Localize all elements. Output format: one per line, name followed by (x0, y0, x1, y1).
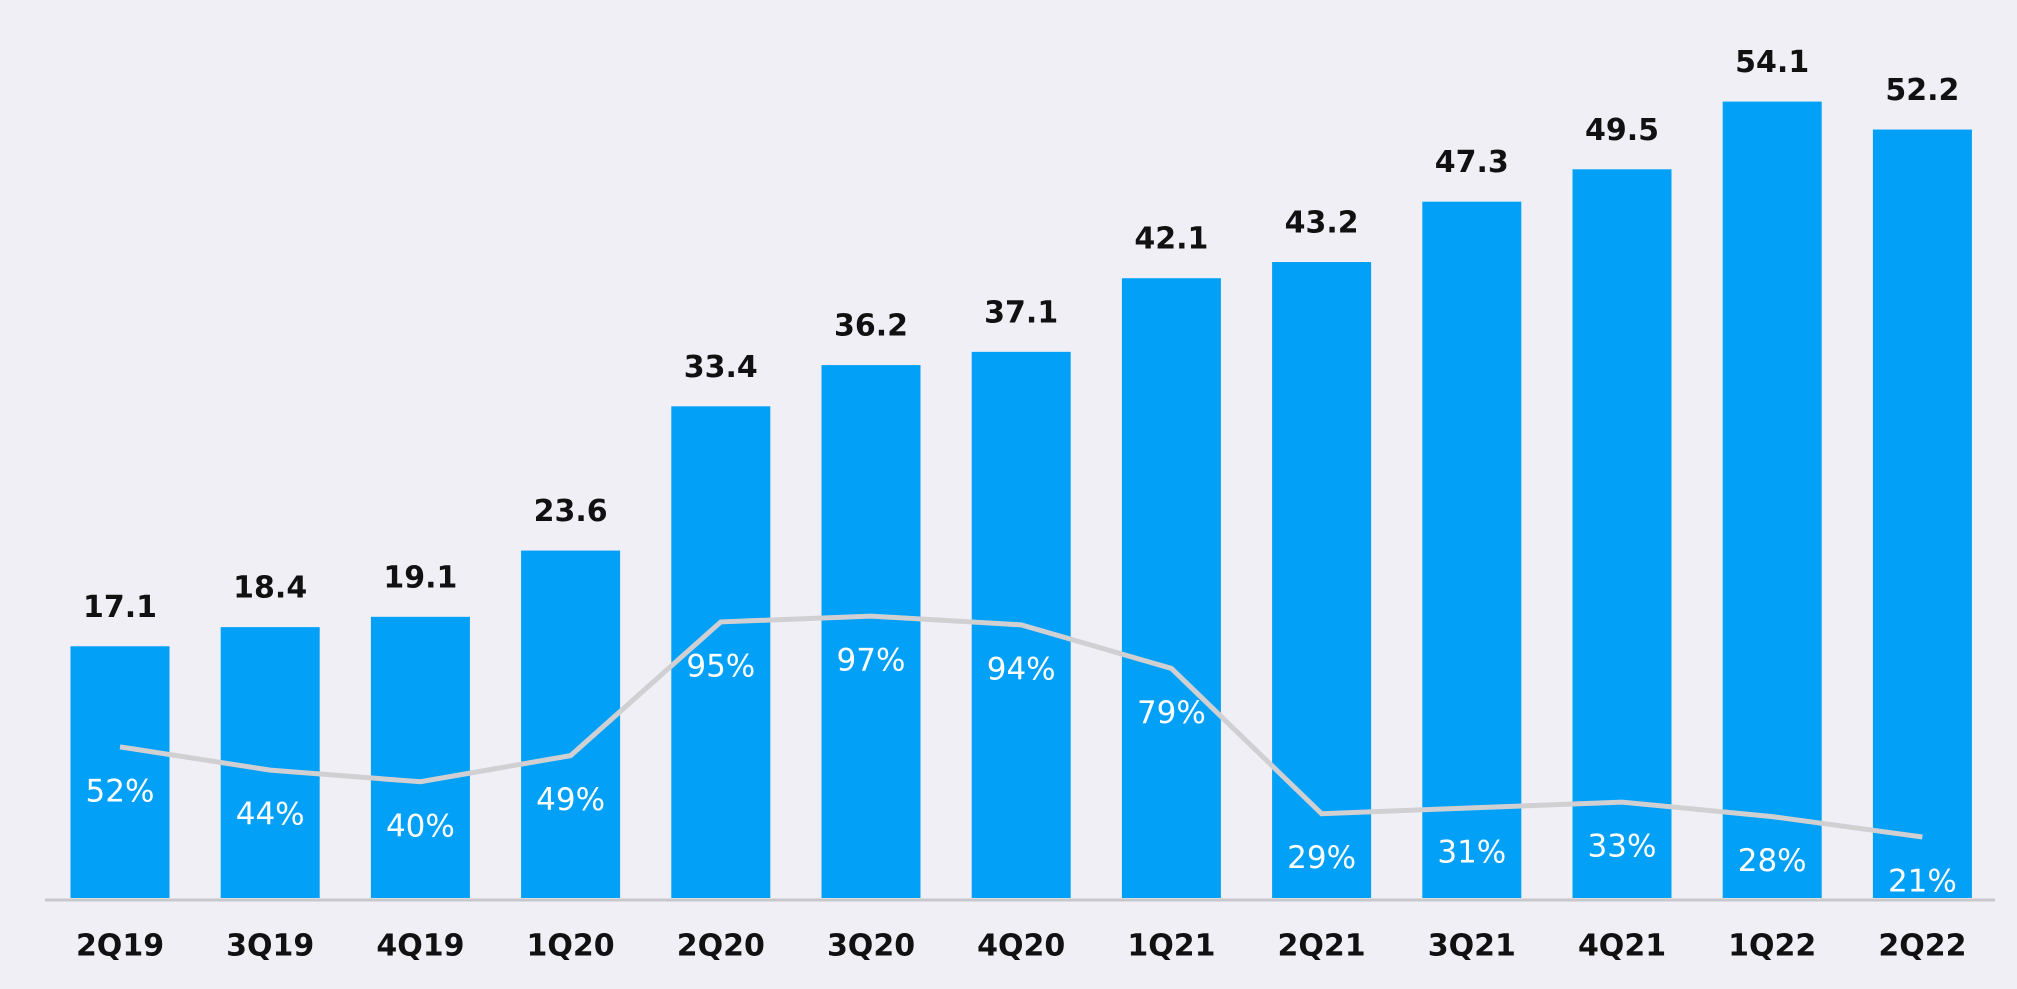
x-tick-label: 3Q20 (827, 929, 915, 964)
bar (370, 616, 470, 898)
bar (1722, 101, 1822, 899)
bar (1422, 201, 1522, 899)
bar (1272, 262, 1372, 899)
value-label: 33.4 (684, 350, 758, 385)
x-tick-label: 4Q21 (1578, 929, 1666, 964)
value-label: 36.2 (834, 309, 908, 344)
value-label: 17.1 (83, 590, 157, 625)
x-tick-label: 3Q21 (1428, 929, 1516, 964)
value-label: 95% (686, 648, 755, 684)
x-tick-label: 1Q22 (1728, 929, 1816, 964)
value-label: 19.1 (383, 560, 457, 595)
value-label: 44% (236, 797, 305, 833)
x-tick-label: 2Q20 (677, 929, 765, 964)
value-label: 40% (386, 808, 455, 844)
x-tick-label: 2Q22 (1878, 929, 1966, 964)
value-label: 97% (837, 643, 906, 679)
line (119, 613, 1923, 840)
bar (1572, 169, 1672, 899)
value-label: 33% (1588, 829, 1657, 865)
value-label: 31% (1437, 834, 1506, 870)
x-tick-label: 2Q19 (76, 929, 164, 964)
bar (70, 646, 170, 898)
value-label: 21% (1888, 863, 1957, 899)
value-label: 52.2 (1885, 73, 1959, 108)
x-tick-label: 1Q21 (1127, 929, 1215, 964)
x-tick-label: 4Q20 (977, 929, 1065, 964)
x-tick-label: 2Q21 (1278, 929, 1366, 964)
value-label: 54.1 (1735, 45, 1809, 80)
value-label: 23.6 (534, 494, 608, 529)
bar (821, 365, 921, 899)
x-tick-label: 3Q19 (226, 929, 314, 964)
value-label: 79% (1137, 695, 1206, 731)
value-label: 94% (987, 651, 1056, 687)
value-label: 42.1 (1134, 222, 1208, 257)
x-tick-label: 1Q20 (527, 929, 615, 964)
value-label: 49% (536, 782, 605, 818)
value-label: 43.2 (1285, 206, 1359, 241)
value-label: 28% (1738, 843, 1807, 879)
value-label: 29% (1287, 840, 1356, 876)
value-label: 37.1 (984, 295, 1058, 330)
value-label: 52% (86, 773, 155, 809)
value-label: 18.4 (233, 571, 307, 606)
value-label: 47.3 (1435, 145, 1509, 180)
value-label: 49.5 (1585, 113, 1659, 148)
bar (1872, 129, 1972, 898)
bar (1121, 278, 1221, 898)
x-tick-label: 4Q19 (376, 929, 464, 964)
